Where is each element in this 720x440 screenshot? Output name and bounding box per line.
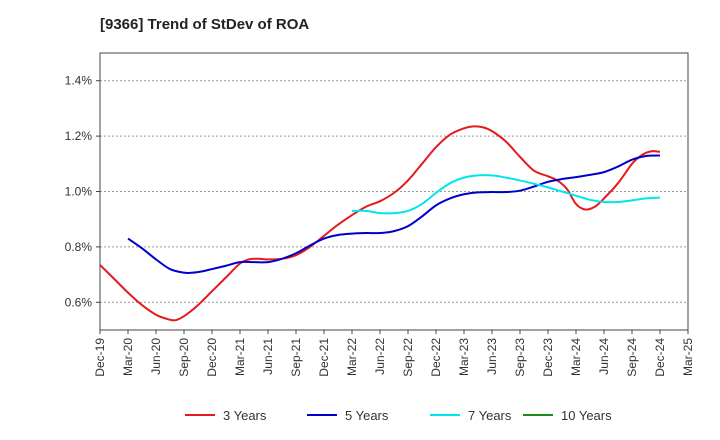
y-axis-ticks: 0.6% 0.8% 1.0% 1.2% 1.4% bbox=[65, 74, 100, 309]
legend-item-7-years: 7 Years bbox=[430, 408, 512, 423]
y-tick-label: 1.0% bbox=[65, 185, 93, 199]
legend-label: 5 Years bbox=[345, 408, 389, 423]
x-tick-label: Sep-24 bbox=[625, 338, 639, 377]
series-line-3-years bbox=[99, 125, 661, 322]
x-tick-label: Mar-23 bbox=[457, 338, 471, 376]
x-tick-label: Mar-20 bbox=[121, 338, 135, 376]
y-tick-label: 1.2% bbox=[65, 129, 93, 143]
x-tick-label: Dec-23 bbox=[541, 338, 555, 377]
legend-item-3-years: 3 Years bbox=[185, 408, 267, 423]
x-tick-label: Mar-25 bbox=[681, 338, 695, 376]
x-tick-label: Jun-21 bbox=[261, 338, 275, 375]
y-tick-label: 1.4% bbox=[65, 74, 93, 88]
x-tick-label: Jun-22 bbox=[373, 338, 387, 375]
x-tick-label: Sep-20 bbox=[177, 338, 191, 377]
x-axis-ticks: Dec-19 Mar-20 Jun-20 Sep-20 Dec-20 Mar-21 Jun-… bbox=[93, 330, 695, 377]
legend-label: 10 Years bbox=[561, 408, 612, 423]
x-tick-label: Dec-19 bbox=[93, 338, 107, 377]
legend: 3 Years 5 Years 7 Years 10 Years bbox=[185, 408, 612, 423]
chart-title: [9366] Trend of StDev of ROA bbox=[100, 16, 310, 33]
series-line-7-years bbox=[351, 174, 661, 215]
series-lines bbox=[99, 125, 661, 322]
x-tick-label: Mar-21 bbox=[233, 338, 247, 376]
x-tick-label: Jun-20 bbox=[149, 338, 163, 375]
x-tick-label: Sep-22 bbox=[401, 338, 415, 377]
legend-label: 7 Years bbox=[468, 408, 512, 423]
x-tick-label: Dec-21 bbox=[317, 338, 331, 377]
y-tick-label: 0.8% bbox=[65, 240, 93, 254]
y-tick-label: 0.6% bbox=[65, 295, 93, 309]
legend-item-5-years: 5 Years bbox=[307, 408, 389, 423]
x-tick-label: Dec-24 bbox=[653, 338, 667, 377]
x-tick-label: Sep-21 bbox=[289, 338, 303, 377]
x-tick-label: Jun-23 bbox=[485, 338, 499, 375]
x-tick-label: Dec-22 bbox=[429, 338, 443, 377]
series-line-5-years bbox=[127, 154, 661, 274]
grid-lines bbox=[100, 80, 688, 303]
x-tick-label: Jun-24 bbox=[597, 338, 611, 375]
legend-item-10-years: 10 Years bbox=[523, 408, 612, 423]
x-tick-label: Mar-24 bbox=[569, 338, 583, 376]
x-tick-label: Sep-23 bbox=[513, 338, 527, 377]
legend-label: 3 Years bbox=[223, 408, 267, 423]
x-tick-label: Mar-22 bbox=[345, 338, 359, 376]
x-tick-label: Dec-20 bbox=[205, 338, 219, 377]
